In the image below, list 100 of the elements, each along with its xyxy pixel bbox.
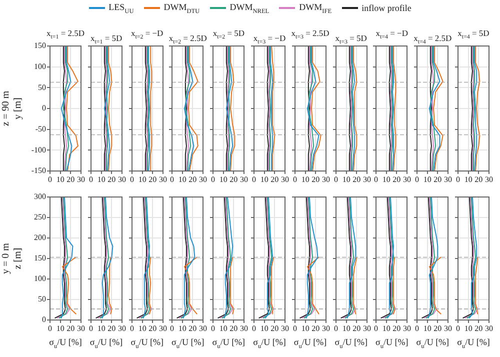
x-tick-label: 10	[464, 174, 472, 184]
x-tick-label: 30	[240, 324, 248, 333]
x-tick-label: 20	[352, 324, 360, 333]
x-tick-label: 10	[138, 324, 146, 333]
x-tick-label: 20	[270, 174, 279, 184]
x-tick-label: 20	[148, 174, 156, 184]
legend-label: DWM$_{NREL}$	[230, 2, 270, 15]
x-tick-label: 0	[130, 174, 134, 184]
x-axis-title: σ$_{u}$/U [%]	[170, 337, 206, 352]
x-tick-label: 20	[107, 174, 116, 184]
x-tick-label: 10	[301, 324, 310, 333]
y-tick-label: 50	[38, 294, 46, 304]
x-axis-title: σ$_{u}$/U [%]	[374, 337, 410, 352]
chart-title: x$_{t=2}$ = 5D	[212, 28, 245, 41]
x-tick-label: 0	[415, 324, 420, 333]
x-tick-label: 10	[260, 174, 268, 184]
x-axis-title: σ$_{u}$/U [%]	[211, 337, 246, 352]
x-tick-label: 0	[130, 324, 134, 333]
chart-title: x$_{t=3}$ = 5D	[335, 33, 367, 46]
x-tick-label: 20	[230, 174, 238, 184]
x-tick-label: 0	[170, 174, 174, 184]
x-tick-label: 30	[240, 174, 248, 184]
x-tick-label: 0	[211, 324, 216, 333]
x-axis-title: σ$_{u}$/U [%]	[292, 337, 328, 352]
x-axis-title: σ$_{u}$/U [%]	[88, 337, 124, 352]
x-tick-label: 10	[178, 174, 187, 184]
x-tick-label: 30	[158, 174, 167, 184]
x-tick-label: 30	[444, 324, 452, 333]
chart-title: x$_{t=2}$ = −D	[130, 28, 164, 41]
y-tick-label: 150	[34, 41, 46, 50]
x-tick-label: 30	[118, 174, 126, 184]
x-tick-label: 30	[158, 324, 167, 333]
x-tick-label: 0	[334, 174, 338, 184]
x-tick-label: 30	[281, 174, 289, 184]
text: z = 90 m	[0, 90, 12, 126]
x-tick-label: 0	[88, 174, 93, 184]
x-tick-label: 20	[230, 324, 238, 333]
y-tick-label: -150	[31, 166, 46, 176]
x-tick-label: 0	[211, 174, 216, 184]
x-axis-title: σ$_{u}$/U [%]	[415, 337, 450, 352]
x-tick-label: 20	[352, 174, 360, 184]
x-axis-title: σ$_{u}$/U [%]	[334, 337, 368, 352]
legend-label: DWM$_{IFE}$	[299, 2, 332, 15]
y-tick-label: 0	[42, 104, 46, 113]
x-tick-label: 0	[374, 174, 378, 184]
x-tick-label: 10	[97, 324, 106, 333]
y-tick-label: 150	[34, 254, 46, 263]
x-tick-label: 20	[189, 174, 198, 184]
x-tick-label: 0	[252, 324, 256, 333]
y-tick-label: 100	[34, 62, 46, 71]
x-tick-label: 30	[118, 324, 126, 333]
x-tick-label: 20	[474, 174, 483, 184]
x-tick-label: 10	[178, 324, 187, 333]
x-tick-label: 20	[66, 174, 75, 184]
x-tick-label: 10	[382, 324, 391, 333]
y-tick-label: -50	[35, 124, 46, 134]
x-tick-label: 30	[362, 174, 371, 184]
y-axis-title: y [m]	[12, 98, 24, 120]
x-tick-label: 20	[393, 324, 402, 333]
x-tick-label: 20	[311, 324, 320, 333]
x-tick-label: 30	[322, 174, 330, 184]
y-tick-label: 250	[34, 212, 46, 222]
x-tick-label: 10	[56, 174, 64, 184]
x-tick-label: 20	[311, 174, 320, 184]
y-tick-label: 100	[34, 274, 46, 284]
chart-title: x$_{t=2}$ = 2.5D	[168, 33, 207, 46]
x-tick-label: 0	[48, 324, 52, 333]
x-tick-label: 0	[456, 174, 460, 184]
y-tick-label: -100	[31, 145, 46, 154]
x-tick-label: 20	[66, 324, 75, 333]
x-tick-label: 30	[281, 324, 289, 333]
x-tick-label: 30	[485, 324, 493, 333]
legend-label: DWM$_{DTU}$	[164, 2, 200, 15]
legend-label: LES$_{UU}$	[108, 2, 134, 15]
x-tick-label: 0	[88, 324, 93, 333]
x-tick-label: 0	[48, 174, 52, 184]
x-tick-label: 10	[56, 324, 64, 333]
x-axis-title: σ$_{u}$/U [%]	[130, 337, 164, 352]
x-tick-label: 30	[322, 324, 330, 333]
legend-label: inflow profile	[362, 3, 412, 14]
x-tick-label: 30	[77, 174, 85, 184]
x-tick-label: 10	[342, 174, 350, 184]
x-tick-label: 0	[374, 324, 378, 333]
x-tick-label: 30	[199, 324, 208, 333]
x-tick-label: 10	[464, 324, 472, 333]
y-tick-label: 200	[34, 233, 46, 242]
x-tick-label: 10	[342, 324, 350, 333]
x-tick-label: 20	[270, 324, 279, 333]
chart-title: x$_{t=3}$ = −D	[253, 33, 286, 46]
chart-title: x$_{t=1}$ = 5D	[90, 33, 122, 46]
x-tick-label: 0	[415, 174, 420, 184]
chart-title: x$_{t=3}$ = 2.5D	[291, 28, 330, 41]
x-axis-title: σ$_{u}$/U [%]	[252, 337, 287, 352]
x-axis-title: σ$_{u}$/U [%]	[48, 337, 83, 352]
x-tick-label: 0	[170, 324, 174, 333]
x-tick-label: 0	[334, 324, 338, 333]
x-tick-label: 20	[107, 324, 116, 333]
x-tick-label: 0	[456, 324, 460, 333]
x-tick-label: 30	[199, 174, 208, 184]
y-tick-label: 0	[42, 315, 46, 324]
